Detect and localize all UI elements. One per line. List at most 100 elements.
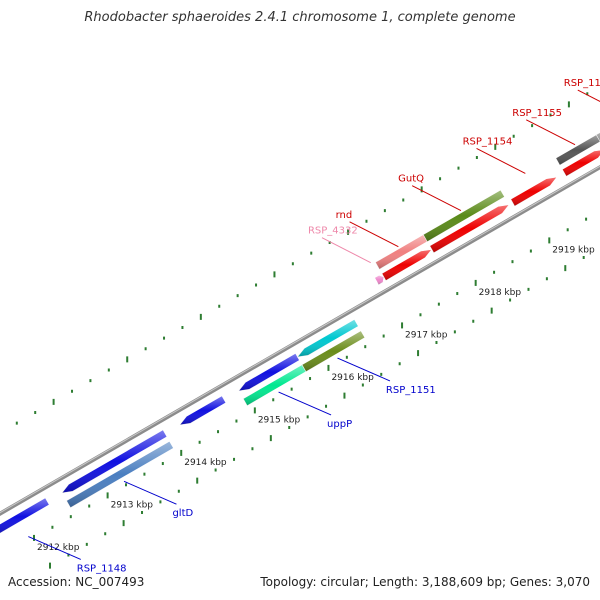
feature-block-shine — [555, 134, 600, 166]
tick-label: 2918 kbp — [479, 288, 522, 298]
backbone-line — [0, 164, 600, 516]
outer-dot — [567, 101, 570, 108]
inner-dot — [380, 372, 383, 376]
inner-dot — [361, 383, 364, 387]
inner-dot — [343, 392, 346, 399]
tick-mark — [309, 377, 312, 381]
gene-arrow-shine — [0, 497, 50, 534]
gene-label[interactable]: RSP_1148 — [77, 563, 127, 574]
gene-arrow-shine — [381, 249, 432, 281]
gene-label[interactable]: RSP_1156 — [564, 78, 600, 89]
outer-dot — [420, 186, 423, 193]
outer-dot — [310, 251, 313, 255]
gene-arrow-shine — [429, 204, 510, 253]
gene-label[interactable]: RSP_4332 — [308, 226, 358, 237]
outer-dot — [144, 347, 147, 351]
gene-leader-line — [577, 89, 600, 102]
outer-dot — [586, 92, 589, 96]
inner-dot — [67, 553, 70, 557]
backbone-highlight — [0, 165, 600, 514]
outer-dot — [365, 219, 368, 223]
outer-dot — [383, 209, 386, 213]
outer-dot — [255, 283, 258, 287]
tick-mark — [180, 449, 183, 456]
tick-mark — [566, 228, 569, 232]
gene-leader-line — [337, 357, 391, 382]
tick-mark — [437, 302, 440, 306]
tick-mark — [88, 504, 91, 508]
feature-block-shine — [302, 330, 365, 372]
outer-dot — [273, 271, 276, 278]
gene-leader-line — [28, 536, 81, 560]
inner-dot — [251, 447, 254, 451]
tick-mark — [585, 217, 588, 221]
inner-dot — [453, 330, 456, 334]
tick-label: 2914 kbp — [184, 458, 227, 468]
outer-dot — [457, 166, 460, 170]
tick-mark — [33, 534, 35, 541]
outer-dot — [328, 241, 331, 245]
gene-label[interactable]: rnd — [336, 210, 353, 221]
outer-dot — [163, 336, 166, 340]
inner-dot — [288, 425, 291, 429]
feature-block-shine — [243, 364, 306, 406]
tick-mark — [401, 322, 404, 329]
gene-track — [0, 149, 600, 534]
gene-arrow-shine — [562, 150, 600, 177]
inner-dot — [233, 457, 236, 461]
outer-dot — [236, 294, 239, 298]
tick-mark — [125, 483, 128, 487]
gene-label[interactable]: GutQ — [398, 174, 424, 185]
tick-mark — [143, 472, 146, 476]
inner-dot — [527, 287, 530, 291]
gene-leader-line — [278, 391, 332, 416]
inner-dot — [306, 415, 309, 419]
inner-dot — [196, 477, 199, 484]
tick-mark — [327, 364, 330, 371]
tick-mark — [235, 419, 238, 423]
tick-label: 2916 kbp — [331, 373, 374, 383]
outer-dot — [34, 411, 37, 415]
tick-mark — [217, 430, 220, 434]
gene-label[interactable]: RSP_1155 — [512, 108, 562, 119]
gene-label[interactable]: gltD — [172, 508, 193, 519]
gene-arrow-shine — [297, 319, 359, 357]
tick-mark — [69, 515, 72, 519]
tick-mark — [529, 249, 532, 253]
feature-block-shine — [423, 190, 505, 242]
gene-leader-line — [411, 185, 462, 212]
tick-label: 2912 kbp — [37, 543, 80, 553]
gene-label[interactable]: RSP_1151 — [386, 385, 436, 396]
inner-dot — [49, 562, 51, 569]
tick-mark — [456, 292, 459, 296]
inner-dot — [582, 255, 585, 259]
outer-dot — [107, 368, 110, 372]
inner-dot — [490, 307, 493, 314]
outer-dot — [475, 156, 478, 160]
tick-label: 2917 kbp — [405, 331, 448, 341]
tick-mark — [345, 355, 348, 359]
inner-dot — [122, 520, 125, 527]
outer-dot — [89, 379, 92, 383]
tick-mark — [493, 270, 496, 274]
tick-mark — [51, 525, 54, 529]
outer-dot — [126, 356, 129, 363]
inner-dot — [472, 319, 475, 323]
tick-mark — [419, 313, 422, 317]
dot-guides — [15, 92, 589, 569]
inner-dot — [177, 489, 180, 493]
inner-dot — [545, 277, 548, 281]
gene-label[interactable]: RSP_1154 — [463, 136, 513, 147]
tick-mark — [253, 407, 256, 414]
kbp-ticks: 2912 kbp 2913 kbp 2914 kbp 2915 kbp 2916 kbp… — [33, 217, 595, 553]
gene-label[interactable]: uppP — [327, 419, 352, 430]
outer-dot — [494, 143, 497, 150]
tick-label: 2913 kbp — [111, 501, 154, 511]
tick-mark — [364, 345, 367, 349]
gene-leader-line — [526, 119, 576, 146]
inner-dot — [214, 468, 217, 472]
outer-dot — [71, 389, 74, 393]
inner-dot — [564, 265, 567, 272]
gene-arrow-shine — [238, 353, 300, 391]
